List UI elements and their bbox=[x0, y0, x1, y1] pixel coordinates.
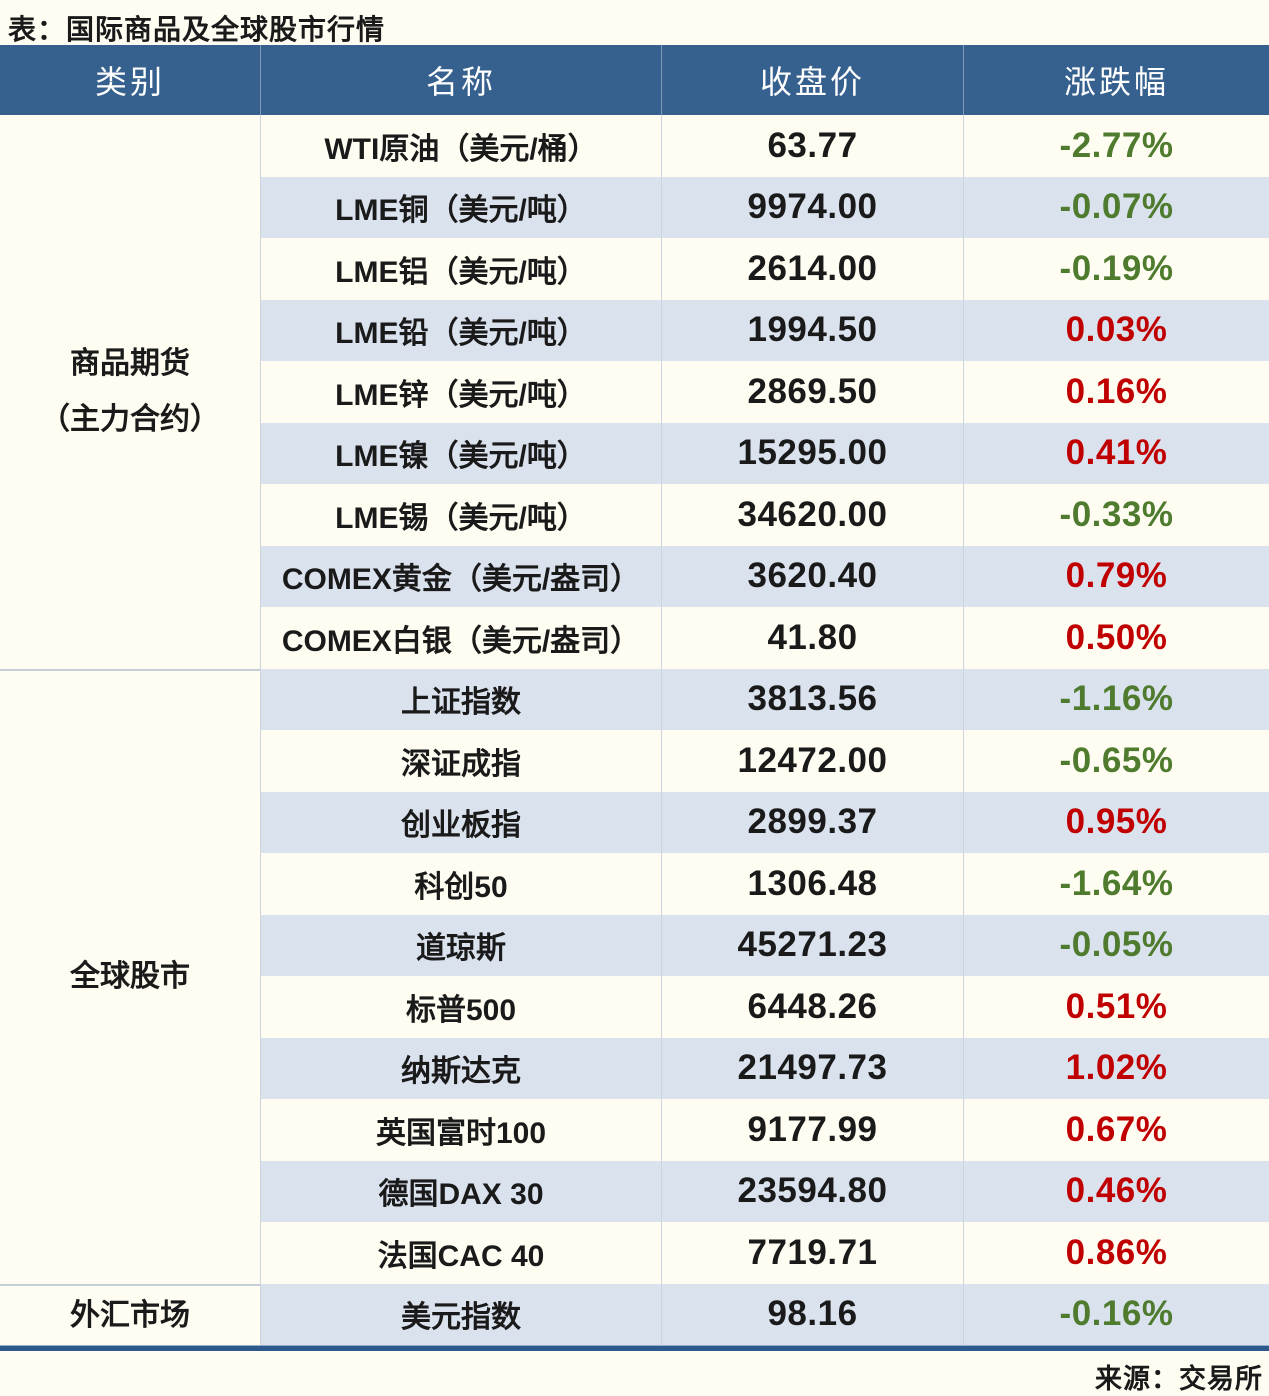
instrument-name-cell: 德国DAX 30 bbox=[260, 1160, 661, 1222]
change-percent-cell: 0.51% bbox=[963, 976, 1269, 1038]
change-percent-cell: -1.16% bbox=[963, 668, 1269, 730]
change-percent-cell: -0.33% bbox=[963, 484, 1269, 546]
close-price-cell: 15295.00 bbox=[661, 422, 963, 484]
close-price-cell: 63.77 bbox=[661, 115, 963, 177]
instrument-name-cell: LME锡（美元/吨） bbox=[260, 484, 661, 546]
instrument-name-cell: 法国CAC 40 bbox=[260, 1222, 661, 1284]
change-percent-cell: -0.07% bbox=[963, 176, 1269, 238]
category-label-line: （主力合约） bbox=[40, 402, 220, 436]
category-cell: 商品期货 （主力合约） bbox=[0, 115, 260, 669]
close-price-cell: 1306.48 bbox=[661, 853, 963, 915]
change-percent-cell: 0.03% bbox=[963, 299, 1269, 361]
instrument-name-cell: LME锌（美元/吨） bbox=[260, 361, 661, 423]
change-percent-cell: -2.77% bbox=[963, 115, 1269, 177]
close-price-cell: 34620.00 bbox=[661, 484, 963, 546]
change-percent-cell: 1.02% bbox=[963, 1037, 1269, 1099]
change-percent-cell: 0.67% bbox=[963, 1099, 1269, 1161]
instrument-name-cell: 创业板指 bbox=[260, 791, 661, 853]
instrument-name-cell: WTI原油（美元/桶） bbox=[260, 115, 661, 177]
change-percent-cell: -0.65% bbox=[963, 730, 1269, 792]
close-price-cell: 23594.80 bbox=[661, 1160, 963, 1222]
close-price-cell: 2614.00 bbox=[661, 238, 963, 300]
close-price-cell: 21497.73 bbox=[661, 1037, 963, 1099]
change-percent-cell: -1.64% bbox=[963, 853, 1269, 915]
change-percent-cell: -0.19% bbox=[963, 238, 1269, 300]
instrument-name-cell: LME镍（美元/吨） bbox=[260, 422, 661, 484]
instrument-name-cell: LME铜（美元/吨） bbox=[260, 176, 661, 238]
category-label-line: 全球股市 bbox=[70, 960, 190, 994]
column-header-category: 类别 bbox=[0, 45, 260, 115]
instrument-name-cell: 标普500 bbox=[260, 976, 661, 1038]
table-bottom-border bbox=[0, 1345, 1269, 1351]
change-percent-cell: 0.46% bbox=[963, 1160, 1269, 1222]
close-price-cell: 12472.00 bbox=[661, 730, 963, 792]
source-label: 来源：交易所 bbox=[1095, 1364, 1263, 1394]
column-header-change: 涨跌幅 bbox=[963, 45, 1269, 115]
instrument-name-cell: 美元指数 bbox=[260, 1283, 661, 1345]
change-percent-cell: 0.79% bbox=[963, 545, 1269, 607]
change-percent-cell: -0.16% bbox=[963, 1283, 1269, 1345]
close-price-cell: 3620.40 bbox=[661, 545, 963, 607]
instrument-name-cell: LME铝（美元/吨） bbox=[260, 238, 661, 300]
instrument-name-cell: 纳斯达克 bbox=[260, 1037, 661, 1099]
instrument-name-cell: COMEX黄金（美元/盎司） bbox=[260, 545, 661, 607]
instrument-name-cell: 道琼斯 bbox=[260, 914, 661, 976]
instrument-name-cell: LME铅（美元/吨） bbox=[260, 299, 661, 361]
close-price-cell: 98.16 bbox=[661, 1283, 963, 1345]
change-percent-cell: -0.05% bbox=[963, 914, 1269, 976]
change-percent-cell: 0.16% bbox=[963, 361, 1269, 423]
close-price-cell: 7719.71 bbox=[661, 1222, 963, 1284]
category-label-line: 商品期货 bbox=[70, 347, 190, 381]
instrument-name-cell: 英国富时100 bbox=[260, 1099, 661, 1161]
close-price-cell: 9974.00 bbox=[661, 176, 963, 238]
instrument-name-cell: 深证成指 bbox=[260, 730, 661, 792]
close-price-cell: 2869.50 bbox=[661, 361, 963, 423]
category-cell: 全球股市 bbox=[0, 668, 260, 1284]
close-price-cell: 6448.26 bbox=[661, 976, 963, 1038]
change-percent-cell: 0.41% bbox=[963, 422, 1269, 484]
table-title: 表：国际商品及全球股市行情 bbox=[8, 14, 386, 45]
column-header-close: 收盘价 bbox=[661, 45, 963, 115]
close-price-cell: 45271.23 bbox=[661, 914, 963, 976]
change-percent-cell: 0.95% bbox=[963, 791, 1269, 853]
close-price-cell: 3813.56 bbox=[661, 668, 963, 730]
market-table: 类别 名称 收盘价 涨跌幅 商品期货 （主力合约） WTI原油（美元/桶） 63.77… bbox=[0, 45, 1269, 1345]
instrument-name-cell: 上证指数 bbox=[260, 668, 661, 730]
column-header-name: 名称 bbox=[260, 45, 661, 115]
close-price-cell: 2899.37 bbox=[661, 791, 963, 853]
instrument-name-cell: COMEX白银（美元/盎司） bbox=[260, 607, 661, 669]
instrument-name-cell: 科创50 bbox=[260, 853, 661, 915]
category-cell: 外汇市场 bbox=[0, 1283, 260, 1346]
category-label-line: 外汇市场 bbox=[70, 1298, 190, 1332]
change-percent-cell: 0.86% bbox=[963, 1222, 1269, 1284]
close-price-cell: 9177.99 bbox=[661, 1099, 963, 1161]
close-price-cell: 1994.50 bbox=[661, 299, 963, 361]
close-price-cell: 41.80 bbox=[661, 607, 963, 669]
change-percent-cell: 0.50% bbox=[963, 607, 1269, 669]
